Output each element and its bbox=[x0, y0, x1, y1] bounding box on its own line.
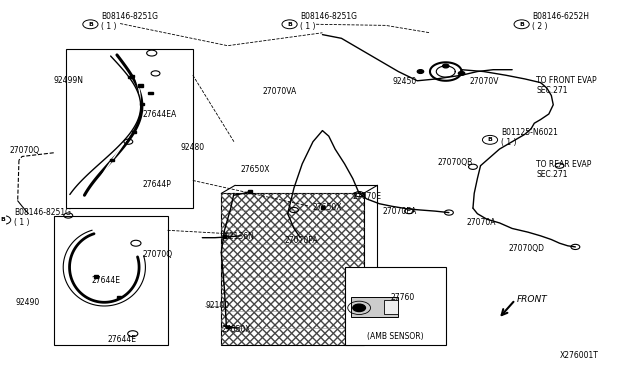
Text: B01125-N6021
( 1 ): B01125-N6021 ( 1 ) bbox=[500, 128, 557, 147]
Text: B: B bbox=[287, 22, 292, 27]
Circle shape bbox=[458, 71, 465, 75]
Bar bbox=[132, 131, 136, 133]
Text: 27070QD: 27070QD bbox=[509, 244, 545, 253]
Text: (AMB SENSOR): (AMB SENSOR) bbox=[367, 332, 424, 341]
Text: 92100: 92100 bbox=[205, 301, 230, 311]
Text: 27644E: 27644E bbox=[108, 335, 136, 344]
Bar bbox=[385, 300, 398, 314]
Text: TO FRONT EVAP
SEC.271: TO FRONT EVAP SEC.271 bbox=[536, 76, 597, 95]
Bar bbox=[130, 75, 134, 77]
Text: 27070QB: 27070QB bbox=[438, 157, 473, 167]
Text: 92450: 92450 bbox=[392, 77, 416, 86]
Text: 27070E: 27070E bbox=[353, 192, 382, 201]
Bar bbox=[54, 215, 168, 345]
Text: 27070Q: 27070Q bbox=[142, 250, 172, 259]
Circle shape bbox=[443, 64, 449, 68]
Bar bbox=[226, 326, 230, 328]
Bar bbox=[221, 193, 364, 345]
Text: B08146-8251G
( 1 ): B08146-8251G ( 1 ) bbox=[101, 12, 158, 31]
Text: B08146-8251G
( 1 ): B08146-8251G ( 1 ) bbox=[300, 12, 357, 31]
Bar bbox=[128, 76, 132, 78]
Text: 92136N: 92136N bbox=[225, 232, 254, 241]
Text: FRONT: FRONT bbox=[517, 295, 548, 304]
Text: 27644EA: 27644EA bbox=[142, 109, 177, 119]
Bar bbox=[138, 84, 143, 87]
Text: 92499N: 92499N bbox=[54, 76, 84, 85]
Bar bbox=[67, 49, 193, 208]
Text: B: B bbox=[488, 137, 492, 142]
Bar bbox=[110, 159, 114, 161]
Bar bbox=[344, 267, 445, 345]
Text: 27644P: 27644P bbox=[142, 180, 171, 189]
Text: B08146-8251G
( 1 ): B08146-8251G ( 1 ) bbox=[14, 208, 71, 227]
Bar bbox=[148, 92, 153, 94]
Text: 27760: 27760 bbox=[391, 293, 415, 302]
Text: B: B bbox=[519, 22, 524, 27]
Text: X276001T: X276001T bbox=[559, 350, 598, 360]
Text: B: B bbox=[1, 218, 6, 222]
Bar bbox=[140, 103, 144, 105]
Bar bbox=[248, 190, 252, 193]
Circle shape bbox=[353, 304, 365, 311]
Text: B: B bbox=[88, 22, 93, 27]
Text: 27650X: 27650X bbox=[221, 325, 251, 334]
Bar bbox=[221, 193, 364, 345]
Text: B08146-6252H
( 2 ): B08146-6252H ( 2 ) bbox=[532, 12, 589, 31]
Text: 27070Q: 27070Q bbox=[10, 147, 40, 155]
Text: 27644E: 27644E bbox=[92, 276, 121, 285]
Text: 92490: 92490 bbox=[16, 298, 40, 307]
Text: 27070PA: 27070PA bbox=[285, 236, 318, 245]
Text: 27070A: 27070A bbox=[467, 218, 496, 227]
Bar bbox=[221, 193, 364, 345]
Bar bbox=[351, 297, 398, 317]
Text: 27070V: 27070V bbox=[469, 77, 499, 86]
Bar bbox=[117, 296, 121, 298]
Text: TO REAR EVAP
SEC.271: TO REAR EVAP SEC.271 bbox=[536, 160, 591, 179]
Text: 27070VA: 27070VA bbox=[262, 87, 296, 96]
Bar bbox=[321, 206, 324, 209]
Text: 92480: 92480 bbox=[180, 143, 204, 152]
Text: 27650X: 27650X bbox=[240, 165, 269, 174]
Bar bbox=[223, 235, 227, 238]
Bar bbox=[94, 275, 98, 278]
Circle shape bbox=[417, 70, 424, 73]
Text: 27070EA: 27070EA bbox=[383, 206, 417, 216]
Text: 27650X: 27650X bbox=[313, 203, 342, 212]
